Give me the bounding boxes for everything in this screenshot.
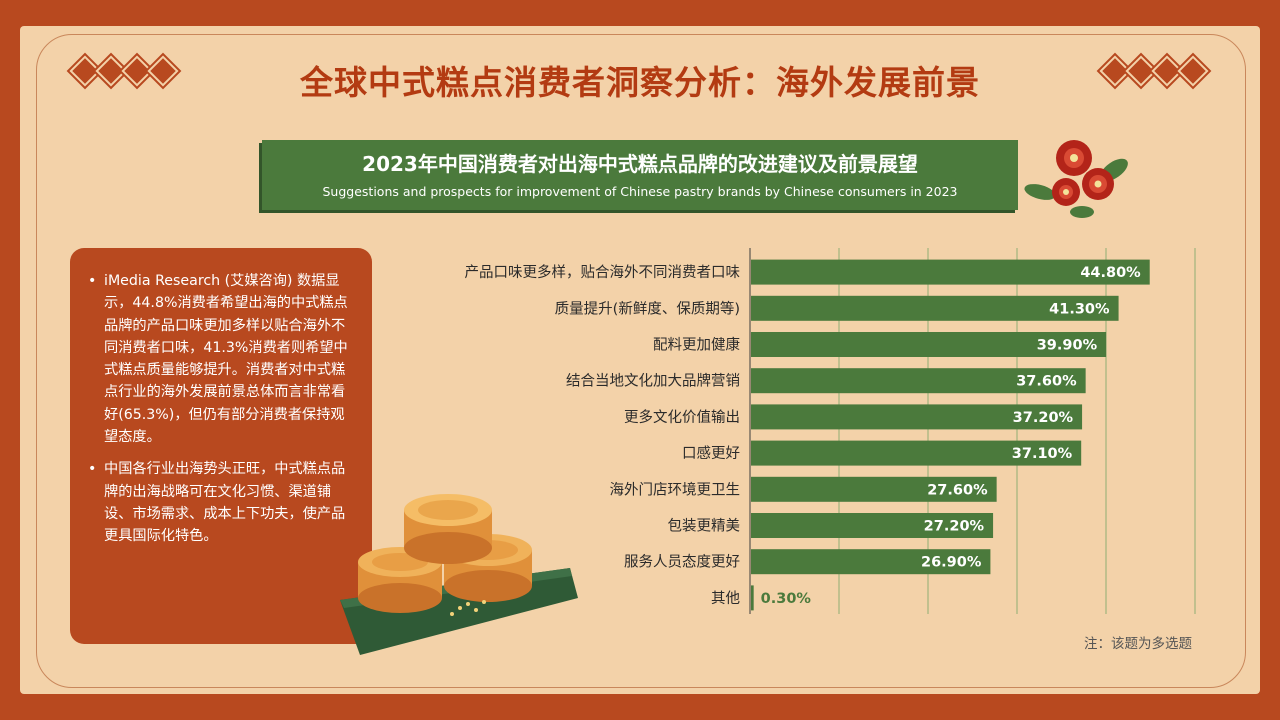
bar <box>751 585 754 611</box>
data-label: 37.10% <box>1012 446 1073 462</box>
category-label: 更多文化价值输出 <box>624 409 740 426</box>
bar <box>751 513 994 538</box>
data-label: 39.90% <box>1037 338 1098 354</box>
data-label: 0.30% <box>761 591 812 607</box>
bar-chart: 产品口味更多样，贴合海外不同消费者口味 44.80% 质量提升(新鲜度、保质期等) 4… <box>380 244 1240 624</box>
bar <box>751 295 1119 321</box>
insight-bullet-1: iMedia Research (艾媒咨询) 数据显示，44.8%消费者希望出海… <box>88 270 352 448</box>
data-label: 37.60% <box>1016 374 1077 390</box>
data-label: 27.20% <box>924 519 985 535</box>
bar <box>751 476 997 502</box>
insight-list: iMedia Research (艾媒咨询) 数据显示，44.8%消费者希望出海… <box>70 248 372 548</box>
data-label: 27.60% <box>927 482 988 498</box>
category-label: 配料更加健康 <box>653 337 740 354</box>
bar <box>751 549 991 575</box>
footnote: 注：该题为多选题 <box>1084 636 1192 652</box>
bar <box>751 332 1107 357</box>
category-label: 质量提升(新鲜度、保质期等) <box>555 299 740 317</box>
decorative-border <box>36 34 1246 688</box>
insight-bullet-2: 中国各行业出海势头正旺，中式糕点品牌的出海战略可在文化习惯、渠道铺设、市场需求、… <box>88 458 352 547</box>
chart-title-en: Suggestions and prospects for improvemen… <box>322 184 958 199</box>
mooncake-illustration <box>340 494 578 655</box>
data-label: 44.80% <box>1080 265 1141 281</box>
category-label: 服务人员态度更好 <box>624 554 740 571</box>
bar-chart-plot: 产品口味更多样，贴合海外不同消费者口味 44.80% 质量提升(新鲜度、保质期等) 4… <box>465 248 1196 614</box>
insight-panel: iMedia Research (艾媒咨询) 数据显示，44.8%消费者希望出海… <box>70 248 372 644</box>
page-title: 全球中式糕点消费者洞察分析：海外发展前景 <box>300 63 980 102</box>
data-label: 26.90% <box>921 555 982 571</box>
camellia-flower-icon <box>1024 140 1128 218</box>
data-label: 41.30% <box>1049 301 1110 317</box>
bar <box>751 259 1150 285</box>
chart-title-cn: 2023年中国消费者对出海中式糕点品牌的改进建议及前景展望 <box>362 152 918 176</box>
data-label: 37.20% <box>1013 410 1074 426</box>
category-label: 结合当地文化加大品牌营销 <box>566 373 740 390</box>
category-label: 海外门店环境更卫生 <box>610 480 741 498</box>
chart-banner: 2023年中国消费者对出海中式糕点品牌的改进建议及前景展望 Suggestion… <box>262 140 1018 210</box>
bar <box>751 368 1086 394</box>
category-label: 包装更精美 <box>668 518 741 535</box>
category-label: 口感更好 <box>682 445 740 462</box>
category-label: 其他 <box>711 590 740 607</box>
bar <box>751 440 1082 466</box>
bar <box>751 404 1083 430</box>
category-label: 产品口味更多样，贴合海外不同消费者口味 <box>465 264 741 281</box>
